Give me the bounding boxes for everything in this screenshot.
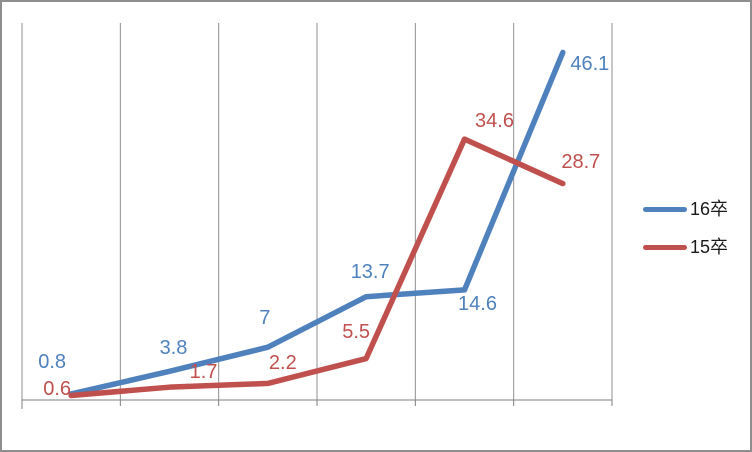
- legend-label-15: 15卒: [690, 237, 729, 257]
- data-label-15卒-5.5[interactable]: 5.5: [342, 320, 371, 343]
- series-line-15卒[interactable]: [68, 136, 566, 399]
- data-label-16卒-3.8[interactable]: 3.8: [159, 337, 188, 360]
- data-label-16卒-14.6[interactable]: 14.6: [458, 292, 497, 315]
- series-line-16卒[interactable]: [68, 49, 566, 397]
- legend-swatch-red-line: [643, 244, 687, 250]
- data-label-16卒-7[interactable]: 7: [259, 307, 271, 330]
- data-label-16卒-0.8[interactable]: 0.8: [38, 350, 67, 373]
- data-label-15卒-0.6[interactable]: 0.6: [43, 378, 72, 401]
- data-label-16卒-46.1[interactable]: 46.1: [570, 53, 610, 76]
- data-label-15卒-1.7[interactable]: 1.7: [189, 361, 218, 384]
- data-label-15卒-28.7[interactable]: 28.7: [561, 150, 601, 173]
- legend-item-16[interactable]: 16卒: [643, 198, 728, 220]
- data-label-16卒-13.7[interactable]: 13.7: [350, 260, 390, 283]
- legend-label-16: 16卒: [690, 199, 729, 219]
- legend-swatch-blue-line: [643, 206, 687, 212]
- data-label-15卒-2.2[interactable]: 2.2: [268, 352, 297, 375]
- data-label-15卒-34.6[interactable]: 34.6: [475, 110, 514, 133]
- legend-item-15[interactable]: 15卒: [643, 236, 728, 258]
- legend: 16卒 15卒: [643, 198, 728, 258]
